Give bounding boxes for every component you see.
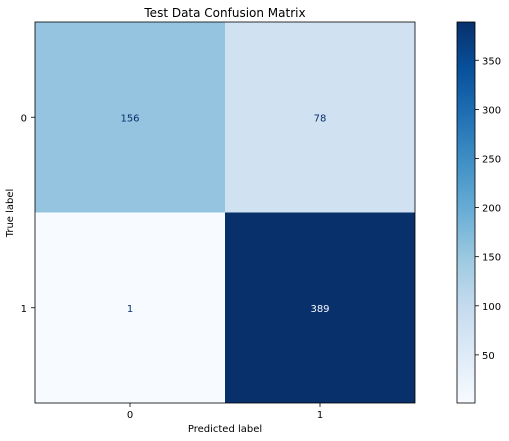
- chart-title: Test Data Confusion Matrix: [143, 6, 305, 20]
- heatmap-cell-0-1: [225, 22, 415, 213]
- cell-value-label-0-0: 156: [120, 113, 139, 124]
- heatmap-cell-1-0: [35, 212, 225, 403]
- y-tick-label: 1: [21, 304, 27, 315]
- y-axis-ticks: 01: [21, 113, 35, 315]
- cell-value-label-1-1: 389: [310, 304, 329, 315]
- cell-value-label-1-0: 1: [127, 304, 133, 315]
- heatmap-cells: [35, 22, 415, 403]
- y-tick-label: 0: [21, 113, 27, 124]
- colorbar-tick-label: 150: [482, 253, 501, 264]
- x-tick-label: 1: [317, 410, 323, 421]
- colorbar-tick-label: 250: [482, 154, 501, 165]
- cell-value-label-0-1: 78: [314, 113, 327, 124]
- colorbar-tick-label: 350: [482, 56, 501, 67]
- heatmap-cell-0-0: [35, 22, 225, 213]
- colorbar-ticks: 50 100 150 200 250 300 350: [475, 56, 501, 362]
- colorbar-tick-label: 50: [482, 351, 495, 362]
- plot-frame: [34, 21, 416, 404]
- colorbar-tick-label: 200: [482, 204, 501, 215]
- y-axis-label: True label: [5, 189, 16, 239]
- x-axis-label: Predicted label: [188, 424, 262, 435]
- heatmap-cell-1-1: [225, 212, 415, 403]
- colorbar-tick-label: 300: [482, 105, 501, 116]
- colorbar: [456, 21, 476, 404]
- x-tick-label: 0: [127, 410, 133, 421]
- heatmap-value-labels: 156 78 1 389: [120, 113, 329, 315]
- colorbar-tick-label: 100: [482, 302, 501, 313]
